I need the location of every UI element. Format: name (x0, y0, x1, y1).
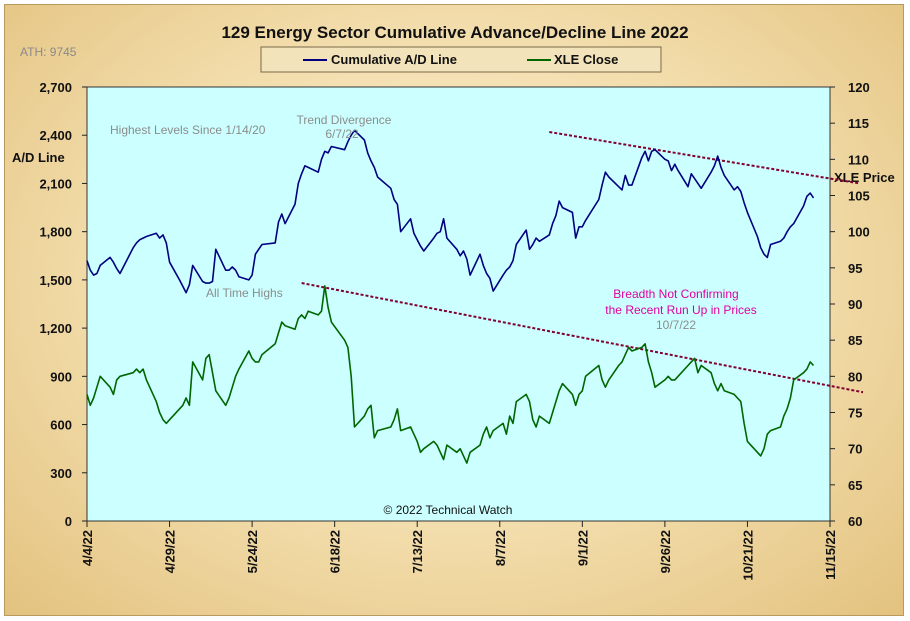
y-left-tick-label: 2,700 (39, 80, 72, 95)
x-tick-label: 8/7/22 (493, 530, 508, 566)
y-right-tick-label: 60 (848, 514, 862, 529)
legend-entry-xle: XLE Close (554, 52, 618, 67)
annotations: Highest Levels Since 1/14/20 Trend Diver… (110, 113, 757, 517)
y-left-ticks: 0 300 600 900 1,200 1,500 1,800 2,100 2,400 2,700 (39, 80, 87, 529)
x-tick-label: 5/24/22 (245, 530, 260, 573)
x-tick-label: 9/26/22 (658, 530, 673, 573)
y-left-tick-label: 1,200 (39, 321, 72, 336)
y-left-tick-label: 600 (50, 418, 72, 433)
annotation-all-time-highs: All Time Highs (206, 286, 283, 300)
y-right-tick-label: 110 (848, 152, 869, 167)
y-right-axis-label: XLE Price (834, 170, 895, 185)
legend-box (260, 46, 662, 73)
y-right-tick-label: 85 (848, 333, 862, 348)
trend-line-ad (549, 131, 860, 185)
y-left-tick-label: 1,500 (39, 273, 72, 288)
y-left-tick-label: 2,100 (39, 176, 72, 191)
copyright-text: © 2022 Technical Watch (384, 503, 513, 517)
plot-area (86, 86, 831, 522)
y-right-tick-label: 70 (848, 442, 862, 457)
trend-line-xle (301, 282, 864, 394)
y-left-tick-label: 2,400 (39, 128, 72, 143)
y-right-tick-label: 95 (848, 261, 862, 276)
trend-lines (301, 131, 864, 394)
y-left-tick-label: 1,800 (39, 225, 72, 240)
y-right-tick-label: 105 (848, 189, 870, 204)
y-left-tick-label: 900 (50, 369, 72, 384)
annotation-breadth-line2: the Recent Run Up in Prices (605, 303, 756, 317)
x-tick-label: 6/18/22 (328, 530, 343, 573)
x-tick-label: 4/4/22 (80, 530, 95, 566)
x-tick-label: 7/13/22 (410, 530, 425, 573)
y-right-tick-label: 65 (848, 478, 862, 493)
y-right-tick-label: 80 (848, 369, 862, 384)
y-left-axis-label: A/D Line (12, 150, 65, 165)
y-left-tick-label: 300 (50, 466, 72, 481)
y-right-tick-label: 120 (848, 80, 870, 95)
y-right-tick-label: 75 (848, 406, 862, 421)
legend-entry-ad-line: Cumulative A/D Line (331, 52, 457, 67)
annotation-breadth-line1: Breadth Not Confirming (613, 287, 738, 301)
annotation-trend-divergence: Trend Divergence (297, 113, 392, 127)
y-right-tick-label: 115 (848, 116, 869, 131)
series-line-ad (86, 129, 815, 294)
x-tick-label: 4/29/22 (163, 530, 178, 573)
ath-label: ATH: 9745 (20, 45, 77, 59)
annotation-breadth-date: 10/7/22 (656, 318, 696, 332)
series-lines (86, 129, 815, 464)
y-right-tick-label: 100 (848, 225, 870, 240)
legend: Cumulative A/D Line XLE Close (260, 46, 662, 73)
y-right-tick-label: 90 (848, 297, 862, 312)
annotation-trend-divergence-date: 6/7/22 (325, 127, 359, 141)
chart-title: 129 Energy Sector Cumulative Advance/Dec… (221, 23, 688, 42)
x-tick-label: 9/1/22 (575, 530, 590, 566)
annotation-highest-levels: Highest Levels Since 1/14/20 (110, 123, 266, 137)
y-right-ticks: 60 65 70 75 80 85 90 95 100 105 110 115 120 (830, 80, 870, 529)
series-line-xle (86, 285, 815, 464)
x-tick-label: 10/21/22 (740, 530, 755, 581)
x-ticks: 4/4/22 4/29/22 5/24/22 6/18/22 7/13/22 8/7/22… (80, 521, 838, 581)
y-left-tick-label: 0 (65, 514, 72, 529)
x-tick-label: 11/15/22 (823, 530, 838, 580)
